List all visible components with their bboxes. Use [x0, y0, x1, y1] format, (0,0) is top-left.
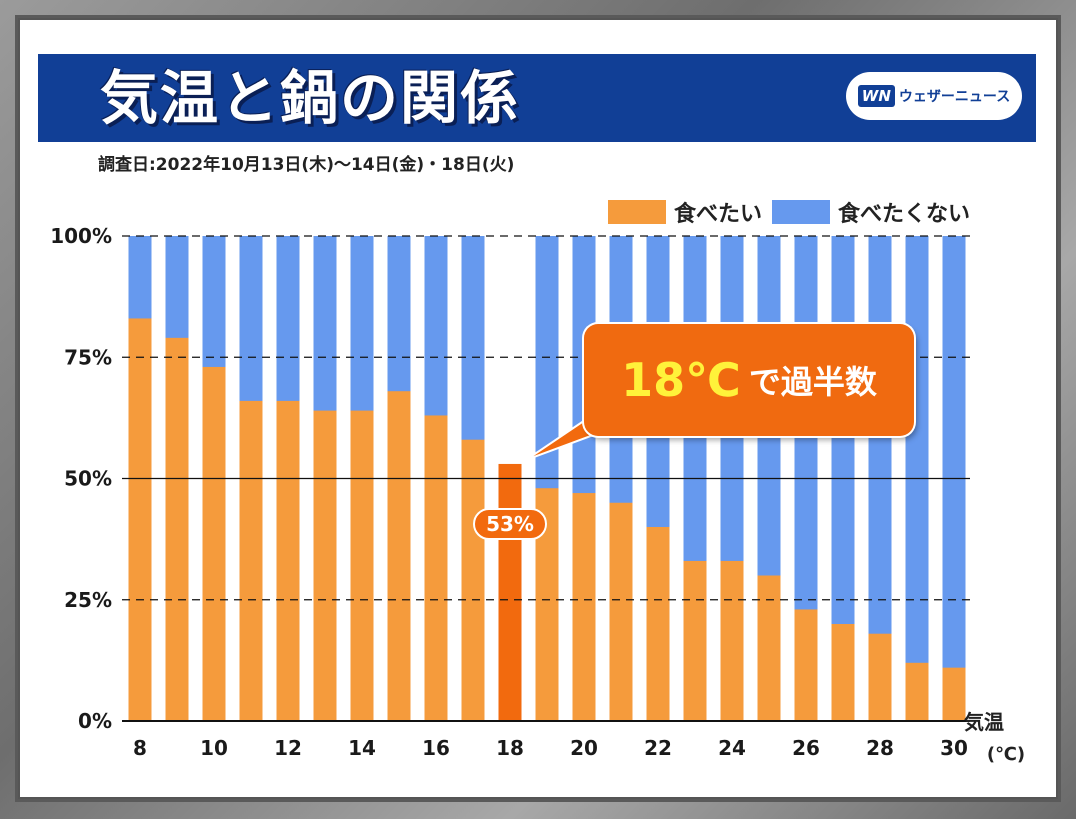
x-tick-label: 10	[200, 736, 228, 760]
weathernews-logo: WN ウェザーニュース	[846, 72, 1022, 120]
legend-label-not-want: 食べたくない	[837, 202, 970, 227]
bar-want	[942, 667, 966, 721]
x-tick-label: 24	[718, 736, 746, 760]
legend-swatch-want	[607, 200, 666, 224]
logo-text: ウェザーニュース	[898, 89, 1011, 105]
logo-mark: WN	[857, 85, 895, 107]
legend-item-want: 食べたい	[607, 196, 762, 228]
x-tick-label: 28	[866, 736, 894, 760]
x-axis-label: 気温	[964, 710, 1004, 734]
bar-want	[424, 415, 448, 721]
x-axis-unit: (℃)	[986, 744, 1026, 765]
bar-want	[646, 527, 670, 721]
callout-text: で過半数	[748, 363, 877, 401]
y-tick-label: 50%	[64, 467, 112, 491]
x-tick-label: 26	[792, 736, 820, 760]
bar-want	[461, 439, 485, 721]
x-tick-label: 22	[644, 736, 672, 760]
bar-want	[535, 488, 559, 721]
x-tick-label: 30	[940, 736, 968, 760]
x-tick-label: 12	[274, 736, 302, 760]
bar-want	[498, 463, 522, 721]
bar-want	[387, 391, 411, 721]
bar-want	[572, 493, 596, 721]
highlight-value-label: 53%	[486, 512, 534, 536]
x-tick-label: 8	[133, 736, 147, 760]
bar-want	[720, 560, 744, 721]
title-banner: 気温と鍋の関係 WN ウェザーニュース	[38, 54, 1036, 142]
bar-want	[165, 337, 189, 721]
y-tick-label: 75%	[64, 345, 112, 369]
x-tick-label: 18	[496, 736, 524, 760]
bar-want	[128, 318, 152, 721]
y-tick-label: 100%	[50, 224, 112, 248]
survey-date-note: 調査日:2022年10月13日(木)〜14日(金)・18日(火)	[98, 155, 515, 175]
bar-want	[239, 400, 263, 721]
bar-want	[609, 502, 633, 721]
bar-want	[831, 624, 855, 721]
bar-want	[313, 410, 337, 721]
y-tick-label: 0%	[78, 709, 112, 733]
chart-title: 気温と鍋の関係	[100, 64, 521, 132]
bar-want	[868, 633, 892, 721]
bar-want	[202, 366, 226, 721]
callout-temperature: 18℃	[621, 353, 741, 407]
legend-item-not-want: 食べたくない	[771, 196, 970, 228]
x-tick-label: 20	[570, 736, 598, 760]
highlight-pill	[473, 508, 547, 540]
bar-want	[794, 609, 818, 721]
legend: 食べたい 食べたくない	[607, 196, 970, 228]
legend-swatch-not-want	[771, 200, 830, 224]
y-tick-label: 25%	[64, 588, 112, 612]
x-tick-label: 14	[348, 736, 376, 760]
bar-want	[350, 410, 374, 721]
bar-want	[683, 560, 707, 721]
bar-want	[757, 575, 781, 721]
legend-label-want: 食べたい	[673, 202, 762, 227]
x-tick-label: 16	[422, 736, 450, 760]
bar-want	[905, 662, 929, 721]
bar-want	[276, 400, 300, 721]
annotation-callout: 18℃ で過半数	[584, 324, 914, 436]
